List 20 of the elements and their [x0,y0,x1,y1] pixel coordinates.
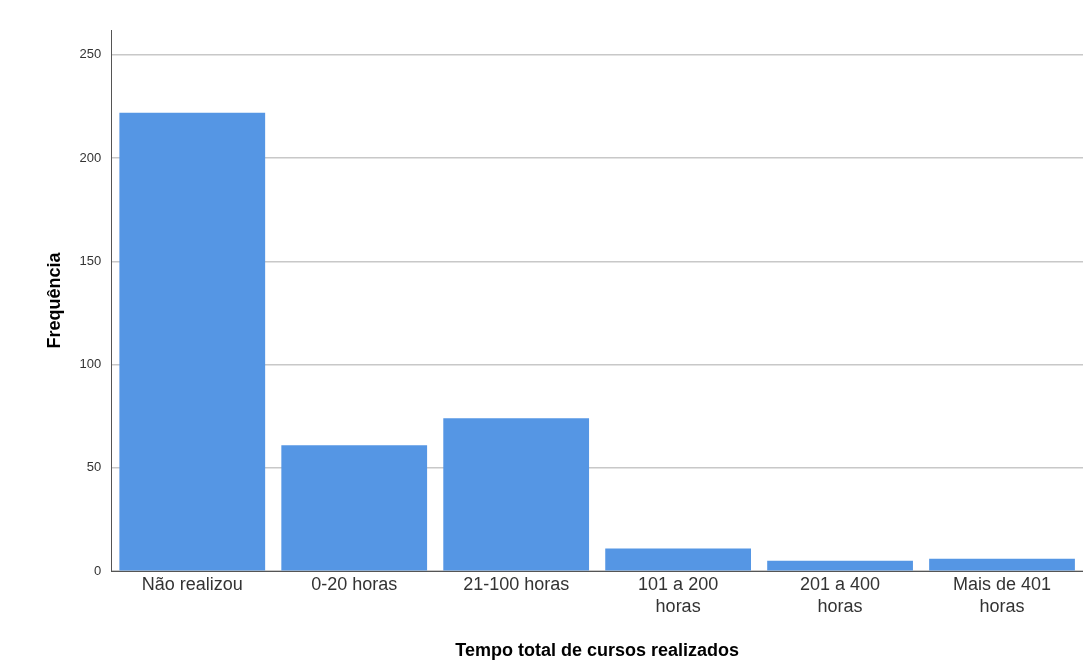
bar [443,418,590,571]
bar [929,558,1075,571]
x-tick-label: 101 a 200 horas [638,573,719,616]
y-tick-label: 100 [79,356,102,372]
bar [605,548,751,571]
y-tick-label: 200 [79,149,102,165]
x-tick-label: 0-20 horas [311,573,398,594]
bar [767,560,913,571]
bar [281,445,428,571]
x-tick-label: 201 a 400 horas [800,573,881,616]
bar [119,112,266,571]
y-tick-label: 0 [94,562,102,578]
y-tick-label: 50 [86,459,102,475]
y-tick-label: 250 [79,46,102,62]
x-tick-label: Não realizou [141,573,243,594]
y-axis-title: Frequência [43,251,64,349]
y-tick-label: 150 [79,252,102,268]
x-tick-label: Mais de 401 horas [952,573,1052,616]
x-tick-label: 21-100 horas [463,573,570,594]
x-axis-title: Tempo total de cursos realizados [455,640,740,661]
